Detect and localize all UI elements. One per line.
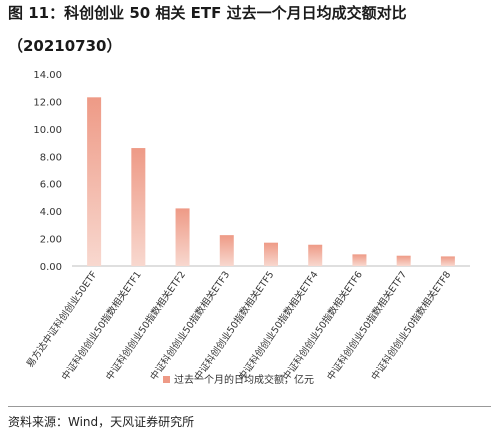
x-tick-label: 中证科创创业50指数相关ETF7 <box>324 269 409 383</box>
figure-title: 图 11：科创创业 50 相关 ETF 过去一个月日均成交额对比 <box>8 4 407 22</box>
x-tick-label: 中证科创创业50指数相关ETF2 <box>103 269 188 383</box>
bar <box>87 97 102 266</box>
bar <box>396 255 411 266</box>
x-tick-label: 中证科创创业50指数相关ETF6 <box>280 269 365 383</box>
x-tick-label: 中证科创创业50指数相关ETF1 <box>59 269 144 383</box>
bar <box>175 208 190 266</box>
x-tick-label: 中证科创创业50指数相关ETF8 <box>369 269 454 383</box>
figure-date: （20210730） <box>8 37 122 55</box>
y-tick-label: 14.00 <box>33 70 62 81</box>
bar <box>131 148 146 266</box>
source-note: 资料来源：Wind，天风证券研究所 <box>8 415 195 429</box>
legend-label: 过去一个月的日均成交额，亿元 <box>174 373 314 386</box>
bar <box>264 242 278 266</box>
chart-area: 0.00 2.00 4.00 6.00 8.00 10.00 12.00 14.00 易方达中… <box>0 56 499 405</box>
legend-swatch <box>163 376 170 383</box>
bar <box>440 256 455 266</box>
y-tick-label: 6.00 <box>40 180 62 191</box>
bar <box>219 235 234 266</box>
y-tick-label: 0.00 <box>40 262 62 273</box>
y-tick-label: 12.00 <box>33 97 62 108</box>
x-tick-label: 中证科创创业50指数相关ETF3 <box>148 269 233 383</box>
y-tick-label: 8.00 <box>40 152 62 163</box>
y-tick-label: 4.00 <box>40 207 62 218</box>
x-tick-label: 中证科创创业50指数相关ETF4 <box>236 269 321 383</box>
y-tick-label: 2.00 <box>40 235 62 246</box>
bar <box>308 244 323 266</box>
y-tick-label: 10.00 <box>33 125 62 136</box>
x-tick-label: 中证科创创业50指数相关ETF5 <box>192 269 277 383</box>
bar <box>352 254 367 266</box>
source-divider <box>8 406 491 407</box>
